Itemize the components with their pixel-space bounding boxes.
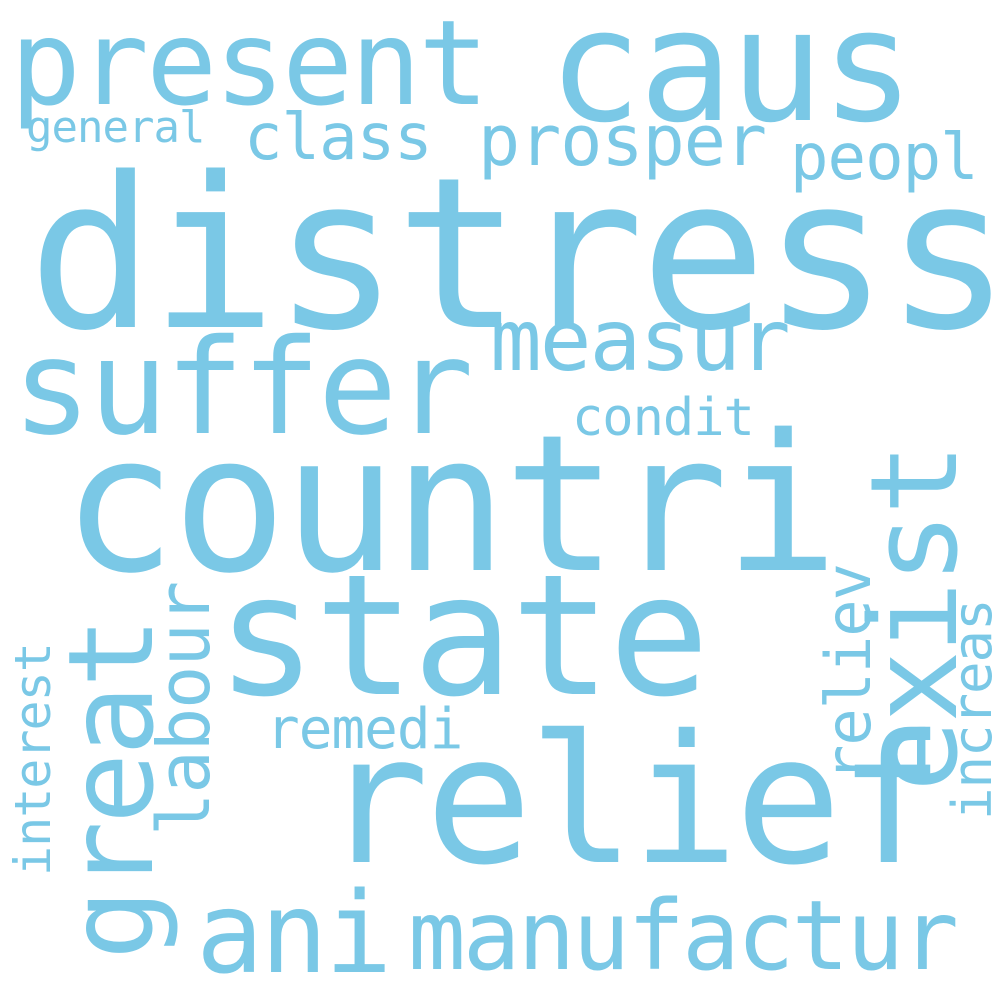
word-measur: measur xyxy=(490,291,791,391)
word-manufactur: manufactur xyxy=(408,880,959,992)
word-interest: interest xyxy=(4,643,62,876)
word-condit: condit xyxy=(572,388,755,448)
word-present: present xyxy=(10,0,489,132)
word-prosper: prosper xyxy=(478,100,767,182)
word-relief: relief xyxy=(322,697,945,904)
word-distress: distress xyxy=(28,132,1000,377)
word-reliev: reliev xyxy=(812,564,885,782)
word-increas: increas xyxy=(941,599,1000,820)
word-labour: labour xyxy=(142,581,226,836)
word-class: class xyxy=(244,101,433,175)
word-suffer: suffer xyxy=(12,311,474,465)
word-caus: caus xyxy=(548,0,915,157)
word-general: general xyxy=(26,102,205,153)
word-remedi: remedi xyxy=(266,697,463,762)
word-ani: ani xyxy=(196,869,392,999)
word-state: state xyxy=(216,538,710,734)
word-peopl: peopl xyxy=(790,121,979,195)
word-countri: countri xyxy=(62,394,839,615)
